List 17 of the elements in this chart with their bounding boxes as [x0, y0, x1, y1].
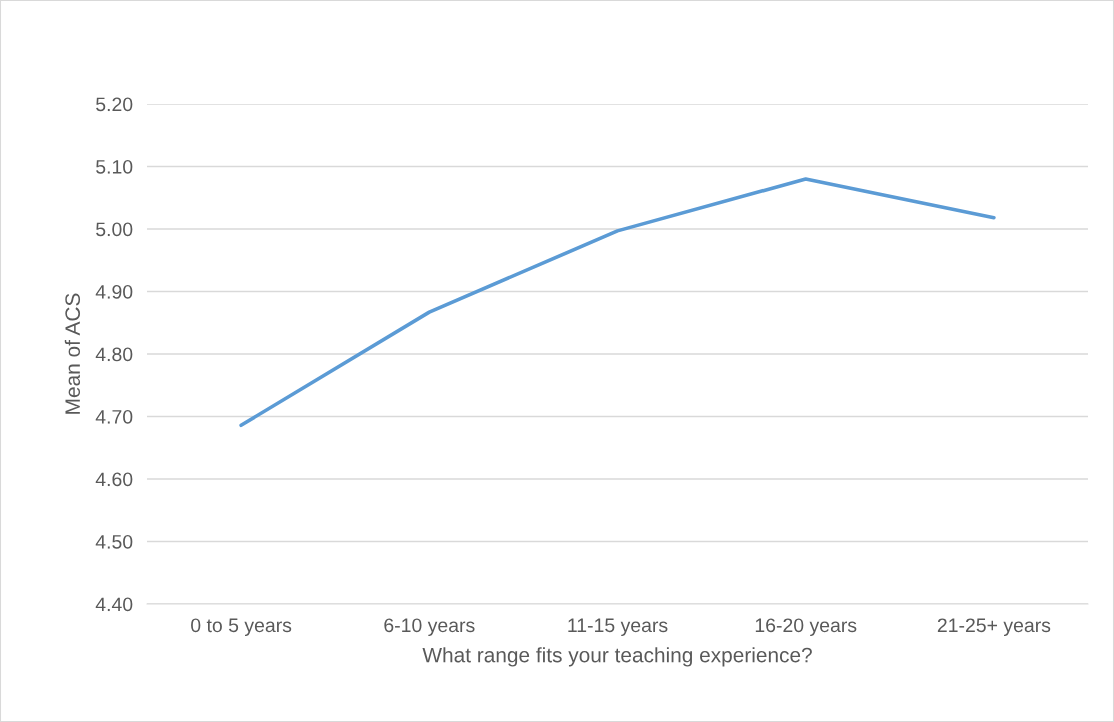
x-tick-label: 0 to 5 years: [191, 618, 292, 637]
y-axis-title: Mean of ACS: [64, 293, 81, 414]
y-tick-label: 5.00: [96, 222, 133, 237]
y-tick-label: 4.40: [95, 597, 133, 612]
y-tick-label: 4.90: [95, 284, 133, 299]
line-series: [239, 177, 996, 428]
x-tick-label: 11-15 years: [568, 618, 668, 637]
x-axis-title: What range fits your teaching experience?: [422, 647, 812, 667]
y-tick-label: 4.80: [95, 347, 133, 362]
y-tick-label: 5.20: [96, 97, 133, 112]
x-tick-label: 16-20 years: [755, 618, 857, 637]
y-tick-label: 4.50: [95, 534, 133, 549]
x-tick-label: 21-25+ years: [937, 618, 1051, 637]
y-tick-label: 4.70: [95, 409, 133, 424]
y-tick-label: 4.60: [95, 472, 133, 487]
y-tick-label: 5.10: [96, 159, 133, 174]
x-tick-label: 6-10 years: [384, 618, 475, 637]
